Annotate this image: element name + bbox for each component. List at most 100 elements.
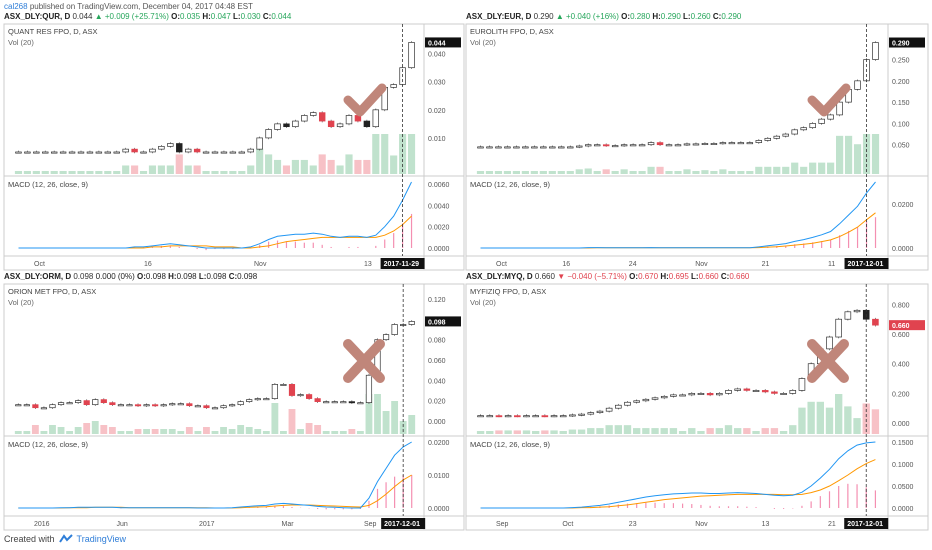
candle — [75, 400, 82, 403]
price-tag-bg — [425, 316, 461, 327]
candle — [495, 415, 503, 418]
candle — [238, 151, 246, 154]
volume-bar — [692, 171, 700, 174]
tradingview-brand[interactable]: TradingView — [76, 534, 127, 544]
candle — [844, 311, 852, 320]
volume-bar — [288, 409, 296, 434]
candle — [391, 324, 398, 335]
price-tick-label: 0.150 — [892, 100, 910, 107]
volume-bar — [638, 171, 646, 174]
price-tick-label: 0.400 — [892, 362, 910, 369]
price-tick-label: 0.050 — [892, 143, 910, 150]
candle — [701, 143, 709, 145]
candle — [40, 407, 48, 410]
volume-label: Vol (20) — [470, 38, 496, 47]
candle — [152, 404, 159, 407]
volume-bar — [485, 171, 494, 174]
candle — [549, 146, 556, 149]
candle — [382, 334, 390, 341]
candle — [229, 151, 237, 154]
signal-line — [18, 215, 412, 249]
volume-bar — [300, 159, 308, 174]
candle — [211, 151, 219, 154]
candle — [363, 120, 371, 128]
candle — [265, 129, 272, 139]
candle — [836, 101, 843, 116]
page-header: cal268 published on TradingView.com, Dec… — [4, 2, 253, 11]
candle — [486, 415, 494, 418]
volume-bar — [345, 154, 353, 174]
candle — [593, 144, 601, 147]
volume-bar — [809, 162, 817, 174]
volume-bar — [32, 171, 40, 174]
candle — [755, 140, 763, 143]
candle — [665, 144, 673, 147]
volume-bar — [697, 431, 705, 434]
price-tag: 0.098 — [428, 319, 446, 326]
volume-bar — [593, 171, 601, 174]
volume-bar — [476, 171, 485, 174]
candle — [202, 151, 210, 154]
candle — [220, 405, 227, 409]
candle — [532, 415, 539, 418]
volume-label: Vol (20) — [8, 298, 34, 307]
volume-bar — [807, 401, 815, 434]
macd-line — [480, 181, 876, 249]
volume-bar — [108, 427, 116, 434]
candle — [104, 151, 112, 154]
volume-bar — [844, 135, 853, 174]
volume-bar — [602, 169, 610, 174]
cross-mark-icon — [807, 339, 849, 383]
volume-bar — [623, 425, 632, 434]
candle — [688, 393, 696, 396]
candle — [357, 402, 364, 405]
candle — [254, 398, 261, 401]
created-with-text: Created with — [4, 534, 55, 544]
candle — [872, 42, 879, 60]
candle — [297, 394, 304, 397]
volume-bar — [755, 166, 763, 174]
candle — [280, 384, 287, 386]
time-tick-label: 21 — [762, 261, 770, 268]
volume-bar — [113, 171, 121, 174]
volume-bar — [853, 144, 862, 174]
candle — [220, 151, 228, 154]
macd-tick-label: 0.0500 — [892, 484, 914, 491]
candle — [642, 398, 650, 402]
volume-bar — [665, 171, 673, 174]
candle — [647, 142, 655, 146]
price-tag: 0.044 — [428, 40, 446, 47]
candle — [584, 144, 592, 147]
panel-frame — [465, 23, 929, 271]
candle — [486, 146, 493, 149]
candle — [477, 146, 484, 149]
volume-bar — [647, 166, 655, 174]
check-mark-icon — [807, 83, 851, 117]
symbol-line: ASX_DLY:MYQ, D 0.660 ▼ −0.040 (−5.71%) O… — [466, 272, 750, 281]
volume-bar — [228, 429, 236, 434]
author-link[interactable]: cal268 — [4, 2, 28, 11]
candle — [348, 401, 355, 404]
volume-bar — [530, 171, 538, 174]
candle — [827, 114, 834, 120]
volume-bar — [504, 430, 512, 434]
candle — [83, 400, 90, 406]
time-tick-label: Nov — [254, 261, 267, 268]
panel-frame — [3, 23, 465, 271]
macd-line — [18, 181, 412, 249]
candle — [203, 405, 210, 409]
volume-bar — [297, 429, 304, 434]
volume-label: Vol (20) — [470, 298, 496, 307]
time-tick-label: Oct — [496, 261, 507, 268]
price-tick-label: 0.000 — [892, 421, 910, 428]
candle — [513, 146, 520, 149]
time-tick-label: 24 — [629, 261, 637, 268]
volume-bar — [816, 401, 824, 434]
volume-bar — [175, 154, 183, 174]
time-tick-label: 21 — [828, 521, 836, 528]
candle — [697, 393, 705, 395]
candle — [504, 146, 511, 149]
candle — [559, 415, 567, 418]
candle — [567, 146, 574, 149]
